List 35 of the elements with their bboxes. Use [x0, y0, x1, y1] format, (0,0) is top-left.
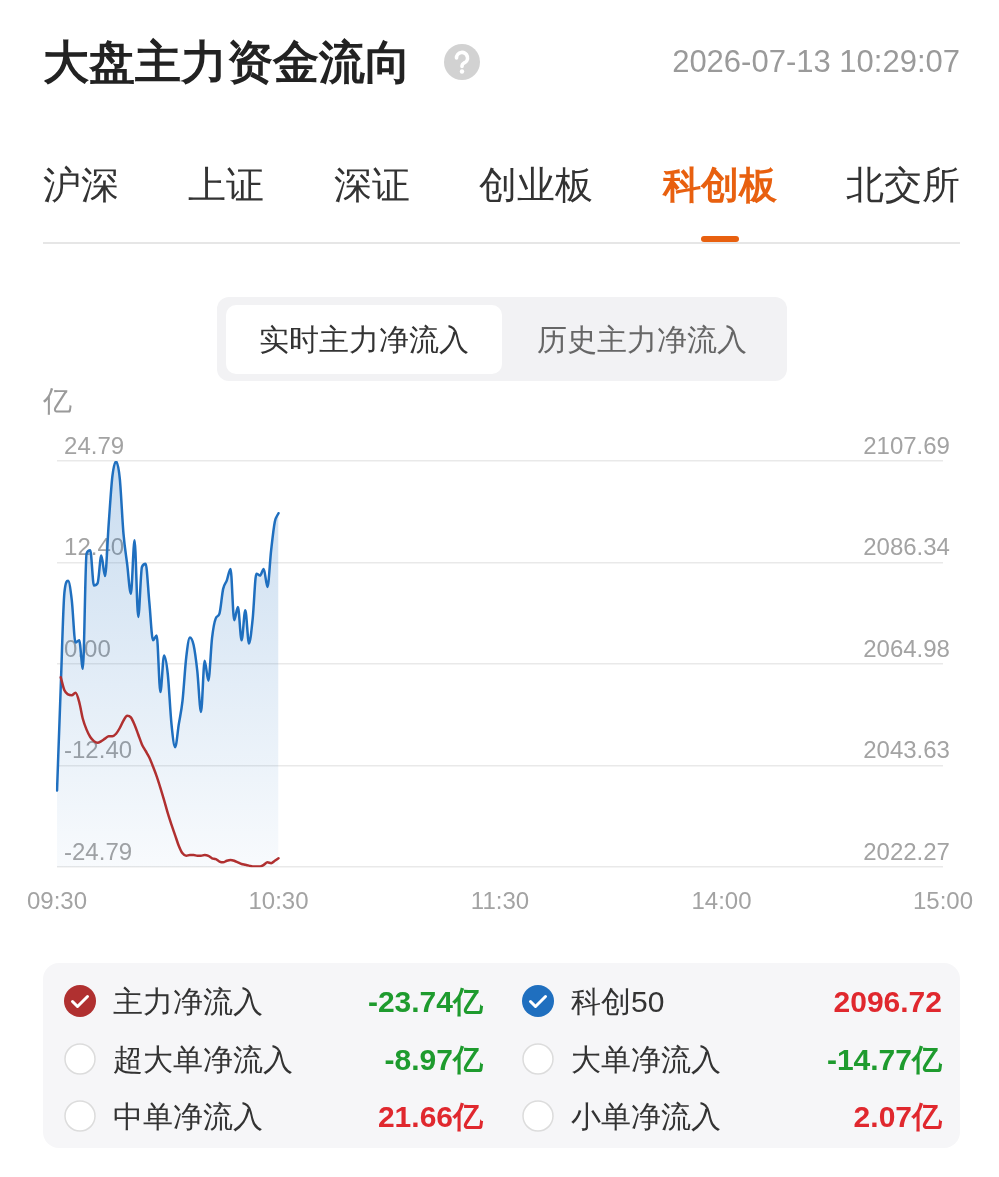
y2-tick-label: 2022.27	[863, 837, 950, 865]
y-axis-title: 亿	[43, 385, 72, 417]
text: 上证	[188, 164, 265, 206]
x-tick-label: 10:30	[248, 887, 309, 915]
legend-label: 主力净流入	[113, 985, 263, 1018]
x-tick-label: 11:30	[470, 887, 530, 915]
text: 创业板	[479, 164, 594, 206]
text: 大单净流入	[571, 1042, 721, 1076]
y-tick-label: -12.40	[64, 736, 133, 764]
y-tick-label: 24.79	[64, 431, 125, 459]
x-tick-label: 14:00	[691, 887, 752, 915]
y2-tick-label: 2107.69	[863, 431, 950, 459]
chart-subtitle: 2026-07-13 10:29:07	[672, 44, 960, 79]
y2-tick-label: 2043.63	[863, 736, 950, 764]
chart-title: 大盘主力资金流向	[43, 36, 411, 88]
y2-tick-label: 2086.34	[863, 533, 950, 561]
y2-tick-label: 2064.98	[863, 634, 950, 662]
text: 科创板	[662, 164, 777, 206]
x-tick-label: 15:00	[912, 887, 973, 915]
legend-label: 科创50	[571, 985, 665, 1018]
x-tick-label: 09:30	[27, 887, 88, 915]
segmented-control: 实时主力净流入 历史主力净流入	[217, 297, 787, 381]
text: 中单净流入	[113, 1100, 263, 1134]
text: 沪深	[43, 164, 119, 206]
text: 21.66亿	[377, 1100, 483, 1134]
text: 小单净流入	[571, 1100, 721, 1134]
text: -8.97亿	[384, 1042, 483, 1076]
y-tick-label: -24.79	[64, 837, 133, 865]
text: 2.07亿	[853, 1100, 942, 1134]
text: -23.74亿	[367, 985, 483, 1018]
text: 2096.72	[833, 985, 942, 1018]
text: 超大单净流入	[113, 1042, 293, 1076]
text: 深证	[333, 164, 410, 206]
text: -14.77亿	[826, 1042, 942, 1076]
text: 北交所	[845, 164, 960, 206]
